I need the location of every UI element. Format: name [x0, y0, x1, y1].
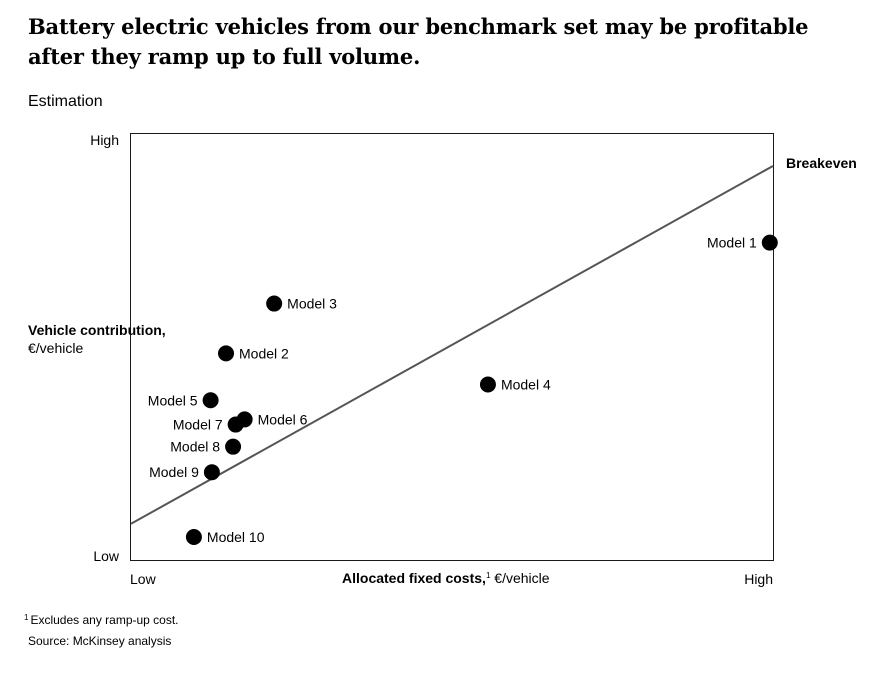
- footnote-text: Excludes any ramp-up cost.: [30, 613, 179, 627]
- data-label-8: Model 8: [170, 439, 220, 455]
- x-axis-label-sup: 1: [485, 571, 491, 580]
- footnote: 1 Excludes any ramp-up cost.: [24, 613, 179, 627]
- data-point-4: [479, 376, 496, 393]
- data-point-9: [203, 464, 220, 481]
- data-label-9: Model 9: [149, 464, 199, 480]
- data-point-5: [202, 392, 219, 409]
- data-point-2: [218, 345, 235, 362]
- data-label-3: Model 3: [287, 296, 337, 312]
- data-label-10: Model 10: [207, 529, 265, 545]
- data-label-2: Model 2: [239, 345, 289, 361]
- data-point-3: [266, 295, 283, 312]
- y-axis-label-bold: Vehicle contribution,: [28, 322, 166, 338]
- chart-title: Battery electric vehicles from our bench…: [28, 14, 809, 69]
- data-point-10: [185, 528, 202, 545]
- x-axis-label-bold: Allocated fixed costs,: [342, 570, 486, 586]
- data-point-8: [225, 438, 242, 455]
- breakeven-line: [130, 165, 774, 525]
- y-axis-label: Vehicle contribution, €/vehicle: [28, 321, 166, 357]
- x-tick-high: High: [744, 571, 773, 587]
- y-axis-label-unit: €/vehicle: [28, 340, 84, 356]
- x-axis-label-unit: €/vehicle: [490, 570, 550, 586]
- data-label-5: Model 5: [148, 392, 198, 408]
- data-label-1: Model 1: [707, 235, 757, 251]
- data-points: Model 1 Model 2 Model 3 Model 4 Model 5 Model…: [148, 234, 778, 545]
- y-tick-high: High: [90, 132, 119, 148]
- y-tick-low: Low: [93, 548, 120, 564]
- x-tick-low: Low: [130, 571, 157, 587]
- source-note: Source: McKinsey analysis: [28, 634, 172, 648]
- chart-subtitle: Estimation: [28, 93, 103, 110]
- x-axis-label: Allocated fixed costs,1 €/vehicle: [342, 570, 550, 586]
- data-point-1: [761, 234, 778, 251]
- data-point-7: [227, 416, 244, 433]
- footnote-marker: 1: [24, 613, 29, 622]
- breakeven-label: Breakeven: [786, 155, 857, 171]
- data-label-6: Model 6: [258, 411, 308, 427]
- data-label-4: Model 4: [501, 376, 551, 392]
- plot-frame: [130, 133, 774, 561]
- data-label-7: Model 7: [173, 417, 223, 433]
